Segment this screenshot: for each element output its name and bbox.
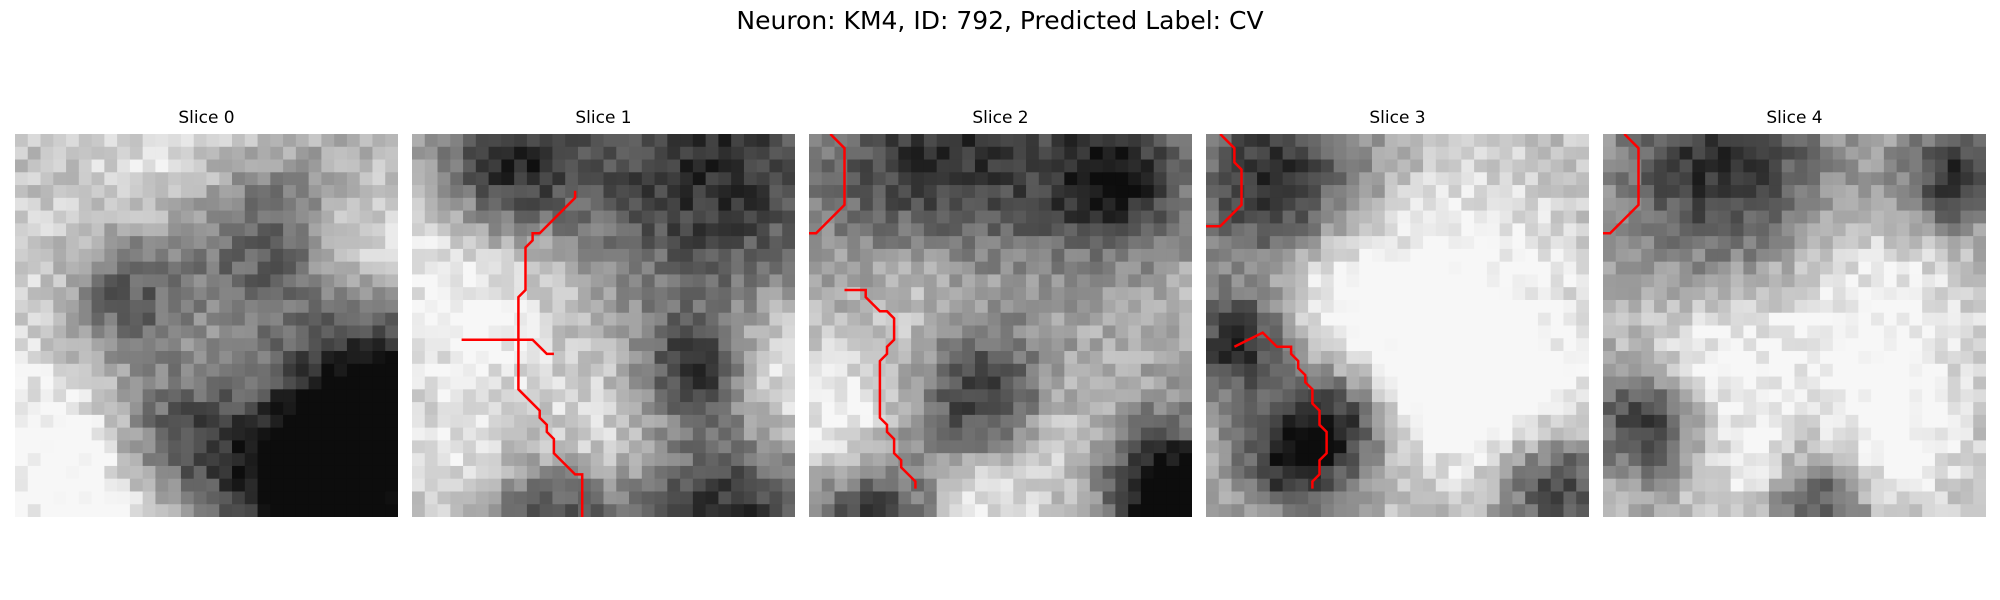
slice-image-3 bbox=[1206, 134, 1589, 517]
slice-image-0 bbox=[15, 134, 398, 517]
contour-1-0 bbox=[461, 338, 554, 356]
contour-2-1 bbox=[844, 288, 917, 489]
slice-image-1 bbox=[412, 134, 795, 517]
slice-image-2 bbox=[809, 134, 1192, 517]
figure-title: Neuron: KM4, ID: 792, Predicted Label: C… bbox=[736, 6, 1264, 35]
slice-title-2: Slice 2 bbox=[972, 108, 1029, 128]
slice-pixels-3 bbox=[1206, 134, 1589, 517]
slice-image-4 bbox=[1603, 134, 1986, 517]
contour-2-0 bbox=[809, 134, 846, 235]
slice-pixels-0 bbox=[15, 134, 398, 517]
slice-title-1: Slice 1 bbox=[575, 108, 632, 128]
slice-pixels-1 bbox=[412, 134, 795, 517]
contour-4-0 bbox=[1603, 134, 1640, 235]
slice-pixels-4 bbox=[1603, 134, 1986, 517]
contour-3-0 bbox=[1206, 134, 1243, 228]
slice-title-0: Slice 0 bbox=[178, 108, 235, 128]
slice-title-3: Slice 3 bbox=[1369, 108, 1426, 128]
slice-pixels-2 bbox=[809, 134, 1192, 517]
contour-1-1 bbox=[517, 190, 584, 517]
contour-3-1 bbox=[1233, 331, 1328, 489]
slice-title-4: Slice 4 bbox=[1766, 108, 1823, 128]
